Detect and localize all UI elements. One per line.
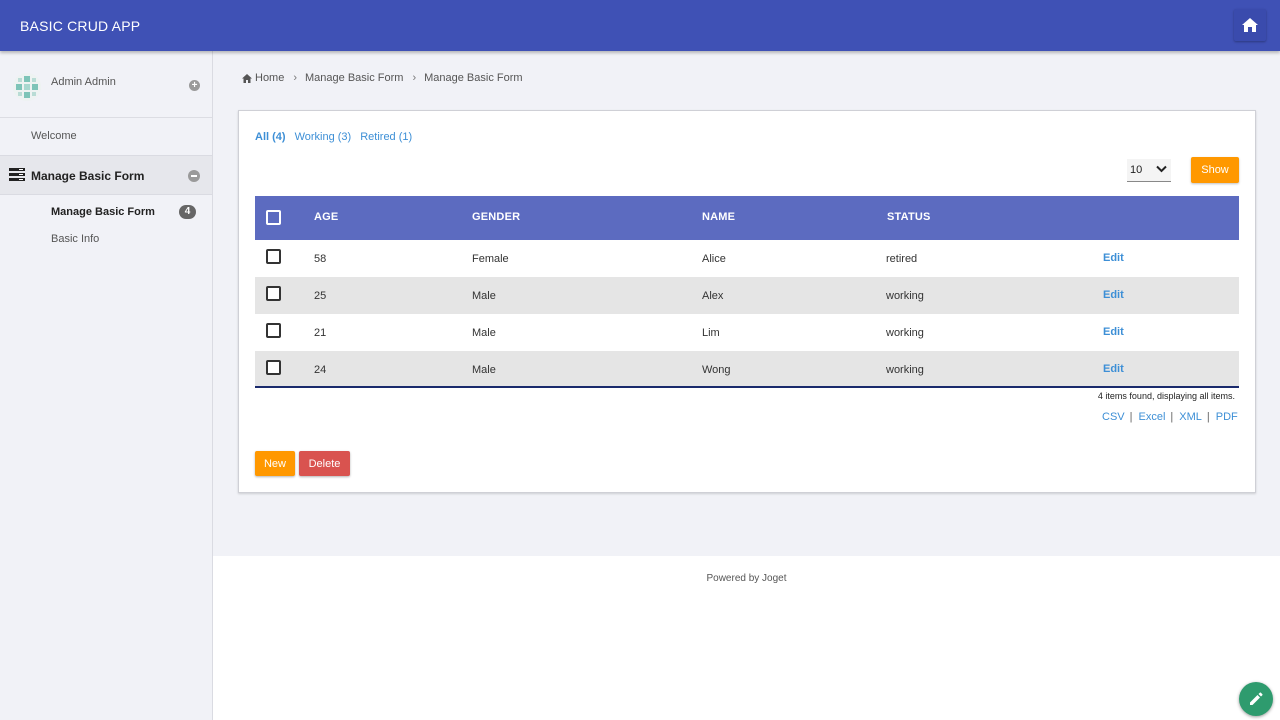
show-button[interactable]: Show bbox=[1191, 157, 1239, 183]
cell-status: retired bbox=[886, 253, 918, 265]
select-all-checkbox[interactable] bbox=[266, 210, 281, 225]
user-profile: Admin Admin + bbox=[0, 51, 212, 118]
cell-gender: Female bbox=[472, 253, 509, 265]
table-row: 58 Female Alice retired Edit bbox=[255, 240, 1239, 277]
export-separator: | bbox=[1129, 411, 1133, 423]
filter-tabs: All (4) Working (3) Retired (1) bbox=[255, 131, 412, 143]
table-row: 21 Male Lim working Edit bbox=[255, 314, 1239, 351]
delete-button[interactable]: Delete bbox=[299, 451, 350, 476]
export-pdf-link[interactable]: PDF bbox=[1215, 411, 1238, 423]
export-xml-link[interactable]: XML bbox=[1179, 411, 1202, 423]
edit-link[interactable]: Edit bbox=[1103, 252, 1124, 264]
row-checkbox[interactable] bbox=[266, 286, 281, 301]
cell-age: 58 bbox=[314, 253, 327, 265]
page-size-value: 10 bbox=[1130, 164, 1143, 176]
cell-status: working bbox=[886, 290, 924, 302]
cell-age: 21 bbox=[314, 327, 327, 339]
column-header-gender[interactable]: GENDER bbox=[472, 211, 521, 223]
table-row: 24 Male Wong working Edit bbox=[255, 351, 1239, 388]
sidebar-category-manage-basic-form[interactable]: Manage Basic Form bbox=[0, 155, 212, 195]
row-checkbox[interactable] bbox=[266, 249, 281, 264]
count-badge: 4 bbox=[179, 205, 196, 219]
breadcrumb-item[interactable]: Manage Basic Form bbox=[305, 72, 404, 84]
avatar-pattern-icon bbox=[13, 73, 41, 101]
cell-gender: Male bbox=[472, 364, 496, 376]
cell-name: Wong bbox=[702, 364, 731, 376]
top-bar: BASIC CRUD APP bbox=[0, 0, 1280, 51]
column-header-name[interactable]: NAME bbox=[702, 211, 736, 223]
cell-gender: Male bbox=[472, 290, 496, 302]
user-name[interactable]: Admin Admin bbox=[51, 76, 116, 88]
edit-floating-button[interactable] bbox=[1239, 682, 1273, 716]
edit-link[interactable]: Edit bbox=[1103, 326, 1124, 338]
footer-powered-by: Powered by Joget bbox=[706, 573, 787, 584]
table-header: AGE GENDER NAME STATUS bbox=[255, 196, 1239, 240]
cell-name: Alex bbox=[702, 290, 724, 302]
filter-retired[interactable]: Retired (1) bbox=[360, 131, 413, 143]
export-separator: | bbox=[1170, 411, 1174, 423]
breadcrumb-current: Manage Basic Form bbox=[424, 72, 523, 84]
cell-age: 24 bbox=[314, 364, 327, 376]
new-button[interactable]: New bbox=[255, 451, 295, 476]
export-links: CSV | Excel | XML | PDF bbox=[1102, 411, 1238, 423]
column-header-status[interactable]: STATUS bbox=[887, 211, 931, 223]
cell-age: 25 bbox=[314, 290, 327, 302]
export-excel-link[interactable]: Excel bbox=[1138, 411, 1166, 423]
breadcrumb-home[interactable]: Home bbox=[255, 72, 285, 84]
sidebar-item-welcome[interactable]: Welcome bbox=[31, 130, 77, 142]
app-title[interactable]: BASIC CRUD APP bbox=[20, 18, 141, 34]
row-checkbox[interactable] bbox=[266, 323, 281, 338]
export-separator: | bbox=[1206, 411, 1210, 423]
cell-name: Alice bbox=[702, 253, 726, 265]
cell-status: working bbox=[886, 327, 924, 339]
table-row: 25 Male Alex working Edit bbox=[255, 277, 1239, 314]
sidebar-item-manage-basic-form[interactable]: Manage Basic Form bbox=[51, 206, 155, 218]
home-icon bbox=[242, 73, 252, 83]
home-button[interactable] bbox=[1234, 9, 1266, 41]
sidebar-item-basic-info[interactable]: Basic Info bbox=[51, 233, 100, 245]
breadcrumb: Home › Manage Basic Form › Manage Basic … bbox=[242, 72, 523, 84]
cell-name: Lim bbox=[702, 327, 720, 339]
page-size-select[interactable]: 10 bbox=[1127, 159, 1171, 182]
export-csv-link[interactable]: CSV bbox=[1102, 411, 1125, 423]
results-summary: 4 items found, displaying all items. bbox=[1097, 391, 1235, 401]
edit-link[interactable]: Edit bbox=[1103, 289, 1124, 301]
data-table: AGE GENDER NAME STATUS 58 Female Alice r… bbox=[255, 196, 1239, 388]
chevron-down-icon bbox=[1156, 165, 1167, 173]
filter-working[interactable]: Working (3) bbox=[294, 131, 352, 143]
sidebar: Admin Admin + Welcome Manage Basic Form … bbox=[0, 51, 213, 720]
filter-all[interactable]: All (4) bbox=[255, 131, 286, 143]
pencil-icon bbox=[1250, 692, 1263, 705]
sidebar-category-label: Manage Basic Form bbox=[31, 169, 145, 183]
breadcrumb-separator-icon: › bbox=[293, 72, 298, 84]
list-icon bbox=[9, 168, 25, 181]
breadcrumb-separator-icon: › bbox=[412, 72, 417, 84]
column-header-age[interactable]: AGE bbox=[314, 211, 339, 223]
cell-gender: Male bbox=[472, 327, 496, 339]
avatar[interactable] bbox=[13, 73, 41, 101]
cell-status: working bbox=[886, 364, 924, 376]
home-icon bbox=[1242, 18, 1258, 32]
collapse-icon[interactable] bbox=[188, 170, 200, 182]
edit-link[interactable]: Edit bbox=[1103, 363, 1124, 375]
expand-profile-icon[interactable]: + bbox=[189, 80, 200, 91]
row-checkbox[interactable] bbox=[266, 360, 281, 375]
